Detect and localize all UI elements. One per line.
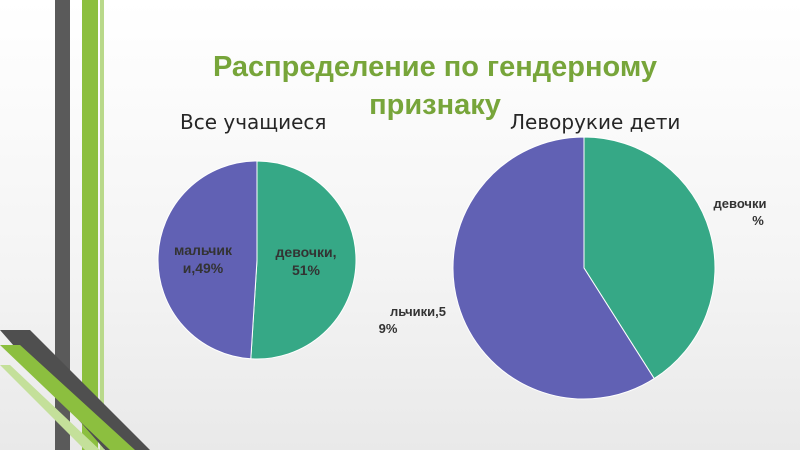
pie1-slice-boys [157,160,258,360]
deco-stripe-gray-left [55,0,70,450]
pie2-label-girls: девочки% [714,196,767,228]
pie2-slice-girls [583,136,716,380]
pie1-slice-girls [250,160,357,360]
deco-stripe-green-left [82,0,98,450]
deco-diagonal-green [0,345,135,450]
deco-stripe-thin-left [100,0,104,450]
pie2-label-boys: льчики,5 9% [379,304,446,336]
chart-title-left-handed: Леворукие дети [510,110,681,134]
deco-diagonal-light [0,365,100,450]
deco-diagonal-gray [0,330,150,450]
pie1-label-boys: мальчик и,49% [174,242,233,276]
chart-title-all-students: Все учащиеся [180,110,327,134]
pie1-label-girls: девочки, 51% [276,244,337,278]
slide-title: Распределение по гендерному признаку [212,51,658,121]
pie2-slice-boys [452,136,655,400]
